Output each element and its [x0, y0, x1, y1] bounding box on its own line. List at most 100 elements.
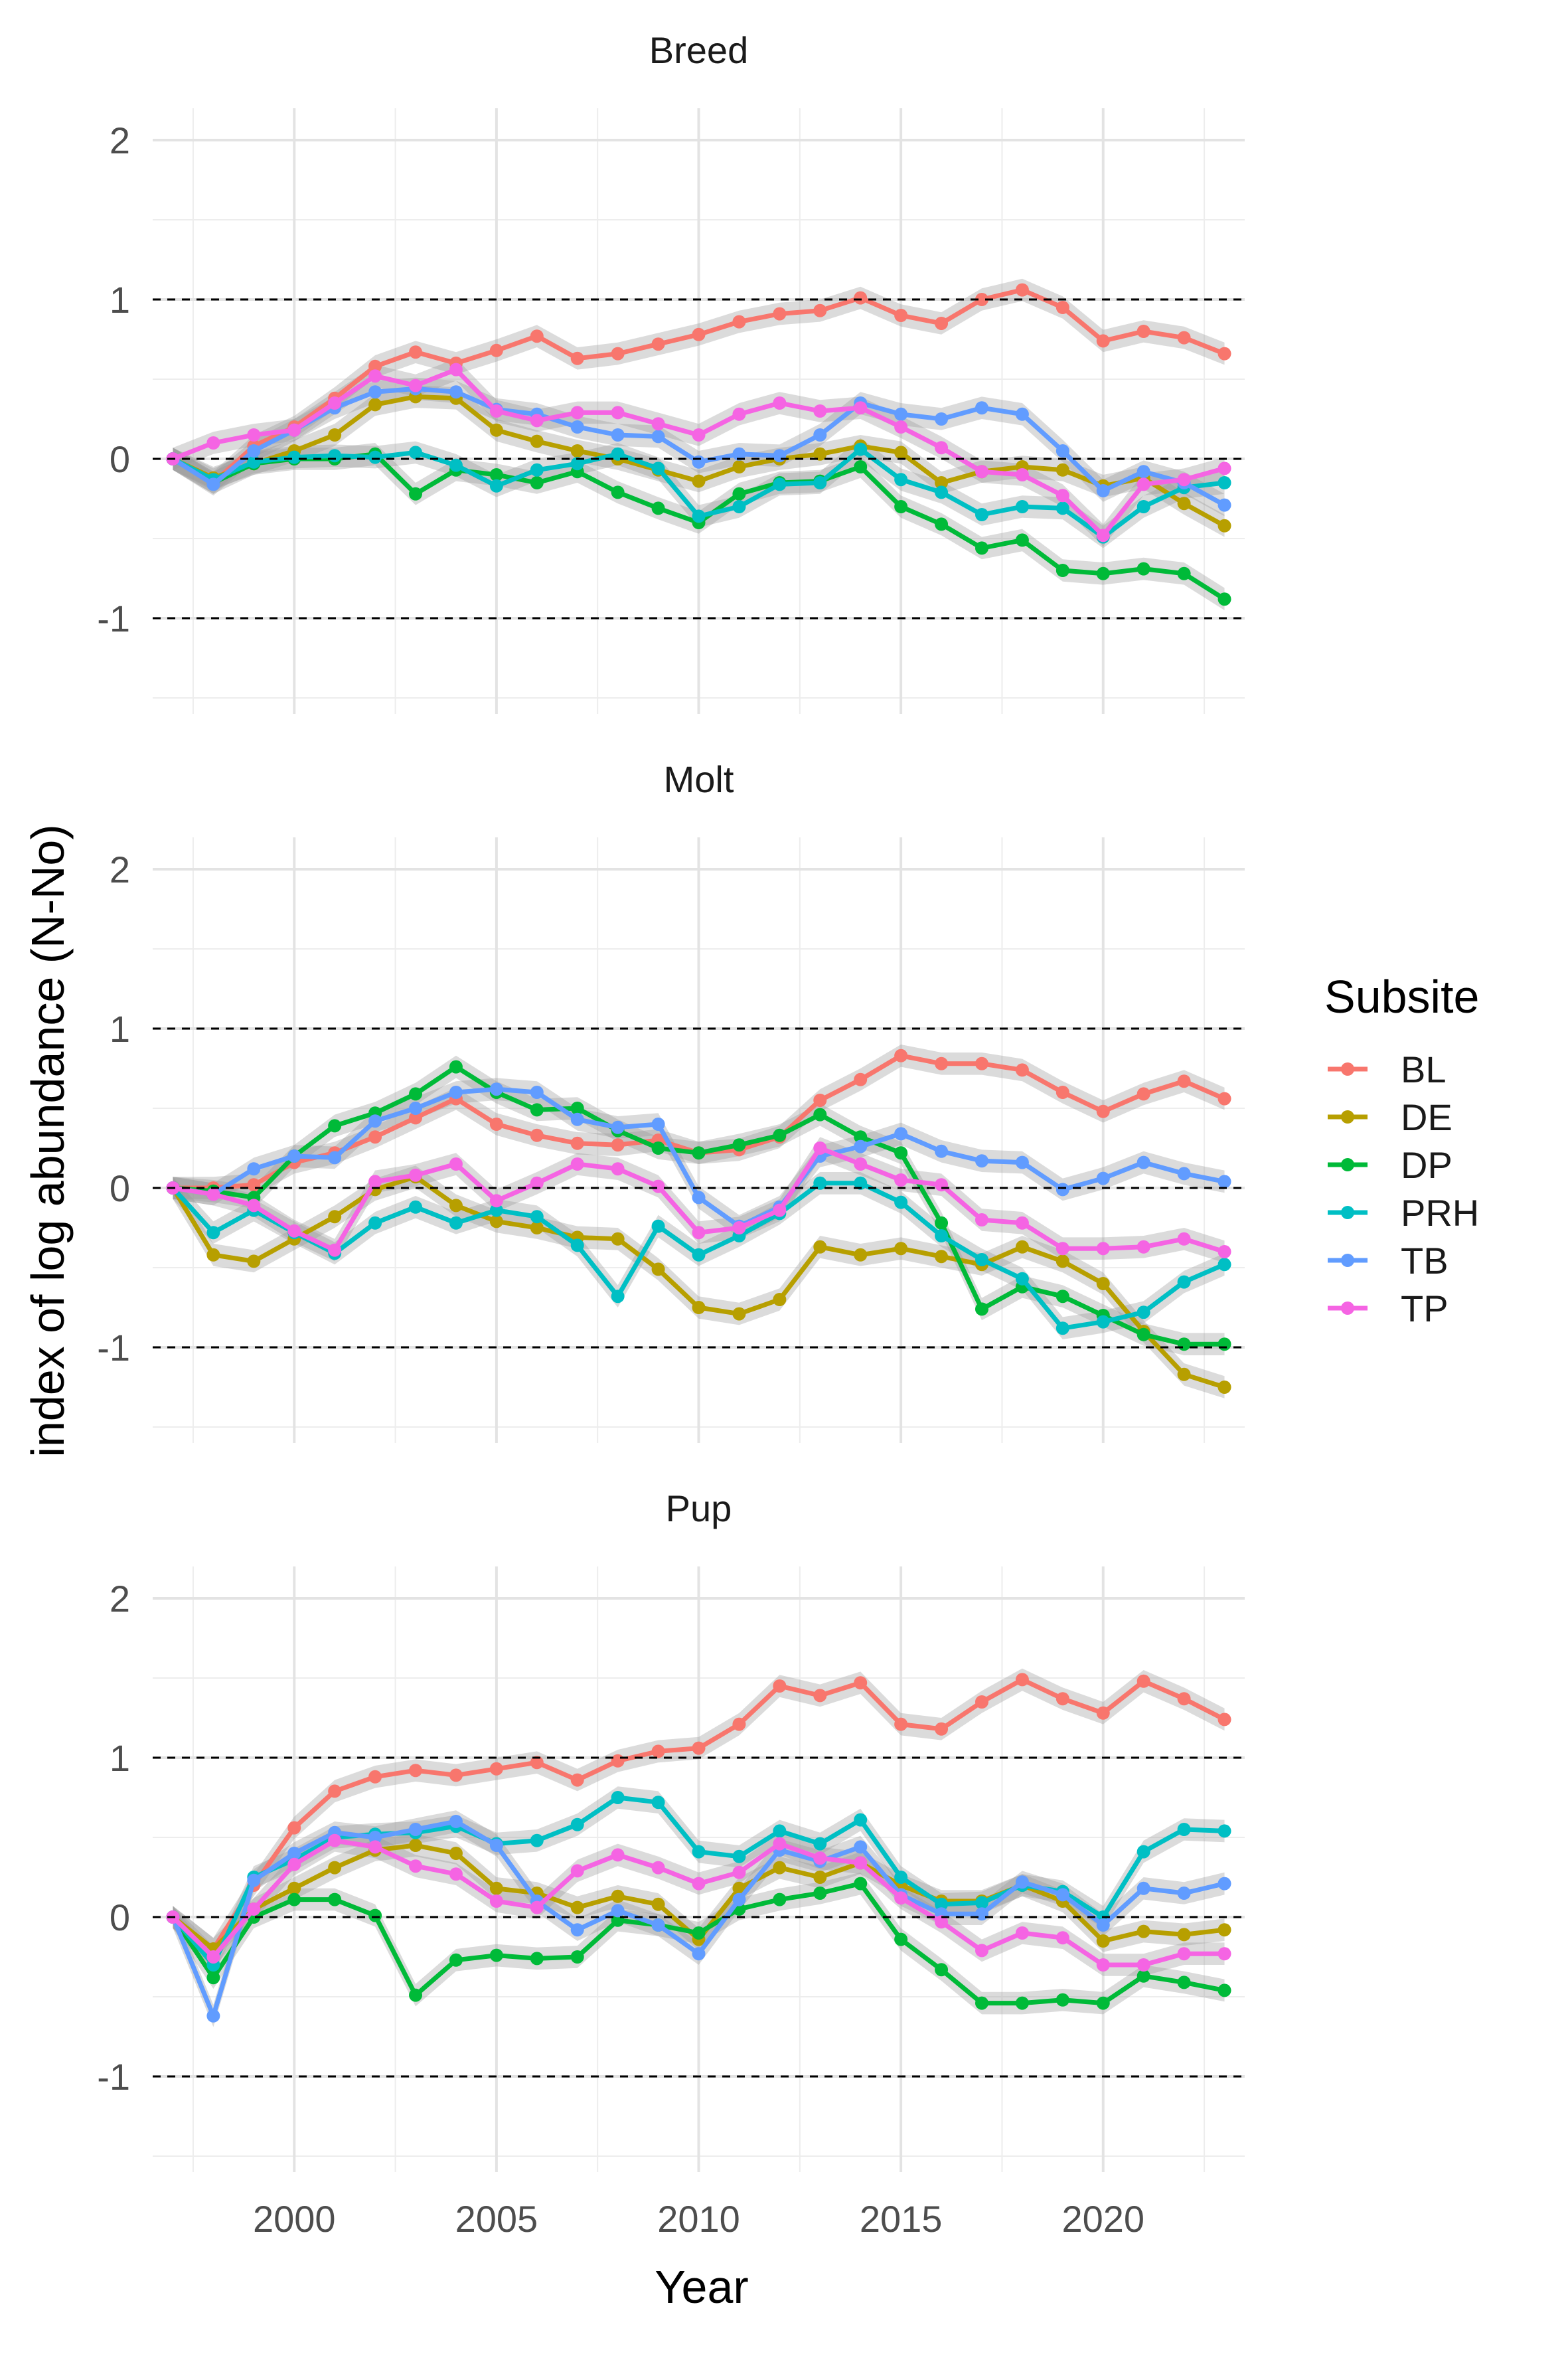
data-point-dp	[287, 1893, 301, 1906]
x-axis-title: Year	[655, 2261, 748, 2313]
data-point-tp	[1096, 529, 1110, 543]
legend-item-prh: PRH	[1328, 1192, 1479, 1234]
data-point-tp	[692, 428, 706, 442]
x-tick-label: 2005	[455, 2198, 538, 2240]
data-point-prh	[854, 1176, 868, 1190]
data-point-tp	[611, 406, 625, 420]
data-point-tb	[1015, 407, 1029, 421]
data-point-bl	[530, 1128, 544, 1142]
data-point-tp	[1096, 1958, 1110, 1972]
legend-key-point	[1341, 1302, 1354, 1315]
data-point-tb	[449, 385, 463, 399]
data-point-prh	[1056, 501, 1069, 515]
data-point-prh	[570, 1238, 584, 1252]
data-point-tb	[247, 1873, 261, 1887]
data-point-de	[1177, 1367, 1191, 1381]
data-point-tp	[854, 1856, 868, 1870]
data-point-dp	[1137, 1327, 1150, 1341]
data-point-bl	[894, 1717, 908, 1731]
data-point-bl	[570, 1773, 584, 1787]
legend-item-de: DE	[1328, 1096, 1452, 1138]
data-point-tp	[975, 1944, 988, 1958]
data-point-tp	[1177, 473, 1191, 487]
data-point-tb	[1096, 484, 1110, 497]
data-point-dp	[854, 1130, 868, 1144]
data-point-de	[692, 474, 706, 488]
data-point-bl	[935, 1056, 949, 1070]
data-point-tp	[651, 1179, 665, 1193]
legend-item-dp: DP	[1328, 1144, 1452, 1186]
data-point-de	[328, 428, 342, 442]
data-point-tp	[935, 441, 949, 455]
data-point-prh	[935, 1897, 949, 1911]
legend-key-point	[1341, 1158, 1354, 1171]
data-point-bl	[1056, 1692, 1069, 1706]
data-point-tp	[409, 1168, 423, 1182]
data-point-prh	[1137, 1845, 1150, 1859]
data-point-tb	[1056, 444, 1069, 458]
confidence-ribbon-prh	[173, 1786, 1225, 1976]
data-point-de	[409, 1839, 423, 1852]
data-point-tb	[651, 430, 665, 444]
data-point-dp	[1015, 533, 1029, 547]
data-point-de	[1217, 1923, 1231, 1937]
data-point-dp	[773, 1893, 787, 1906]
data-point-prh	[409, 1200, 423, 1214]
data-point-prh	[854, 442, 868, 456]
data-point-tb	[1056, 1183, 1069, 1197]
data-point-bl	[854, 1072, 868, 1086]
data-point-tb	[894, 407, 908, 421]
data-point-tp	[449, 363, 463, 377]
legend-title: Subsite	[1324, 971, 1479, 1023]
x-axis: 2000 2005 2010 2015 2020	[253, 2198, 1144, 2240]
legend-item-tb: TB	[1328, 1240, 1449, 1282]
data-point-tb	[692, 1947, 706, 1961]
data-point-tp	[328, 1833, 342, 1847]
data-point-tp	[611, 1162, 625, 1176]
data-point-de	[1056, 463, 1069, 477]
data-point-dp	[854, 460, 868, 473]
data-point-bl	[1096, 1104, 1110, 1118]
data-point-tp	[570, 1157, 584, 1171]
data-point-tb	[611, 1904, 625, 1918]
y-tick-label: -1	[97, 1327, 130, 1369]
facet-strip-title: Breed	[649, 29, 748, 71]
y-tick-label: 0	[110, 1167, 130, 1209]
data-point-dp	[1177, 566, 1191, 580]
legend-key-point	[1341, 1062, 1354, 1076]
data-point-tp	[489, 404, 503, 418]
data-point-tb	[328, 1151, 342, 1165]
data-point-dp	[1217, 592, 1231, 606]
data-point-de	[854, 1248, 868, 1262]
data-point-tp	[368, 369, 382, 383]
data-point-prh	[975, 1896, 988, 1910]
data-point-prh	[1056, 1321, 1069, 1335]
data-point-bl	[1177, 331, 1191, 345]
data-point-de	[894, 446, 908, 460]
y-tick-label: 0	[110, 438, 130, 480]
data-point-tp	[287, 423, 301, 437]
data-point-prh	[935, 485, 949, 499]
data-point-prh	[1096, 1315, 1110, 1329]
data-point-bl	[611, 347, 625, 361]
data-point-tp	[894, 1891, 908, 1905]
data-point-de	[1217, 519, 1231, 533]
data-point-bl	[692, 327, 706, 341]
data-point-prh	[1177, 1823, 1191, 1836]
data-point-de	[328, 1861, 342, 1875]
data-point-bl	[732, 315, 746, 329]
panel-breed: Breed -1 0 1 2	[97, 29, 1245, 714]
data-point-dp	[975, 1302, 988, 1316]
data-point-dp	[1056, 1290, 1069, 1304]
data-point-prh	[1217, 476, 1231, 489]
data-point-tp	[206, 1187, 220, 1201]
data-point-tb	[1096, 1918, 1110, 1932]
data-point-dp	[1137, 1969, 1150, 1983]
panel-molt: Molt -1 0 1 2	[97, 758, 1245, 1443]
panel-pup: Pup -1 0 1 2	[97, 1487, 1245, 2172]
data-point-bl	[975, 1695, 988, 1709]
data-point-tb	[368, 1831, 382, 1844]
data-point-bl	[368, 359, 382, 373]
